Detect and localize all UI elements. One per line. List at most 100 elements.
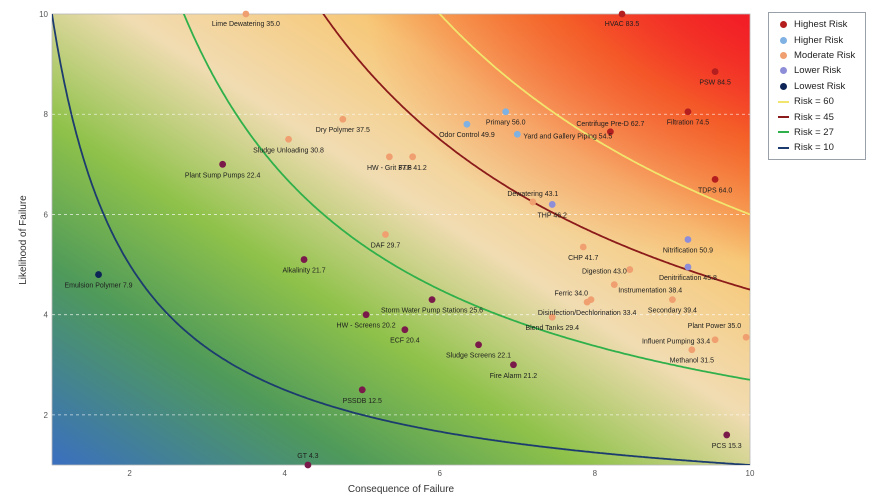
data-point [711, 68, 719, 76]
data-label: TDPS 64.0 [698, 187, 732, 194]
data-point [684, 108, 692, 116]
data-label: FTF 41.2 [398, 165, 427, 172]
data-point [688, 346, 696, 354]
data-point [382, 231, 389, 238]
data-label: Lime Dewatering 35.0 [212, 21, 280, 28]
legend-item: Risk = 10 [777, 140, 865, 155]
data-point [618, 10, 626, 18]
data-point [684, 236, 692, 243]
data-point [339, 115, 347, 123]
data-point [583, 298, 591, 306]
y-axis-label: Likelihood of Failure [18, 195, 29, 285]
data-label: Denitrification 45.8 [659, 275, 717, 282]
legend-label: Risk = 60 [794, 96, 834, 108]
x-axis-label: Consequence of Failure [348, 484, 455, 495]
data-point [723, 431, 731, 439]
data-label: THP 46.2 [538, 212, 568, 219]
data-label: Ferric 34.0 [555, 291, 589, 298]
data-label: PCS 15.3 [712, 443, 742, 450]
legend-dot-icon [777, 36, 789, 45]
data-point [475, 341, 482, 349]
data-point [242, 10, 250, 18]
legend-item: Moderate Risk [777, 48, 865, 63]
plot-border [51, 13, 751, 466]
y-tick-label: 6 [44, 210, 49, 219]
legend-line-icon [777, 128, 789, 137]
data-point [510, 361, 517, 369]
data-label: Plant Sump Pumps 22.4 [185, 172, 261, 179]
data-label: HW - Screens 20.2 [337, 323, 396, 330]
data-point [385, 153, 393, 161]
x-tick-label: 4 [282, 469, 287, 478]
data-point [548, 201, 556, 208]
data-point [529, 198, 537, 206]
data-label: Storm Water Pump Stations 25.6 [381, 308, 483, 315]
data-label: Secondary 39.4 [648, 308, 697, 315]
x-tick-label: 2 [127, 469, 132, 478]
risk-curve [438, 14, 750, 216]
x-tick-label: 6 [438, 469, 443, 478]
data-label: Instrumentation 38.4 [618, 288, 682, 295]
risk-curve [322, 14, 750, 291]
data-label: Emulsion Polymer 7.9 [64, 283, 132, 290]
data-point [610, 281, 618, 288]
y-tick-label: 4 [44, 311, 49, 320]
data-label: Dry Polymer 37.5 [316, 127, 370, 134]
data-labels: HVAC 83.5 PSW 84.5 Filtration 74.5 TDPS 64.… [64, 21, 741, 460]
data-label: HW - Grit 37.8 [367, 165, 412, 172]
data-point [742, 333, 750, 341]
data-point [607, 128, 614, 136]
heatmap-background [51, 13, 751, 466]
legend-label: Risk = 45 [794, 111, 834, 123]
legend-label: Higher Risk [794, 34, 844, 46]
data-point [219, 160, 227, 168]
data-point [362, 311, 370, 319]
data-point [684, 263, 692, 271]
legend-dot-icon [777, 66, 789, 75]
data-label: Fire Alarm 21.2 [490, 373, 538, 380]
data-point [463, 120, 471, 128]
legend-label: Lowest Risk [794, 80, 846, 92]
data-point [626, 266, 634, 273]
legend-item: Highest Risk [777, 17, 865, 32]
y-tick-label: 2 [44, 411, 49, 420]
legend-item: Lower Risk [777, 63, 865, 78]
data-label: PSW 84.5 [699, 80, 731, 87]
data-label: ECF 20.4 [390, 338, 420, 345]
axes: Consequence of Failure Likelihood of Fai… [18, 10, 755, 495]
legend-item: Lowest Risk [777, 79, 865, 94]
data-point [711, 175, 719, 183]
data-point [358, 386, 366, 394]
data-label: Nitrification 50.9 [663, 248, 713, 255]
data-label: DAF 29.7 [371, 242, 401, 249]
legend-label: Lower Risk [794, 65, 841, 77]
legend-item: Risk = 27 [777, 125, 865, 140]
legend-item: Higher Risk [777, 32, 865, 47]
data-point [95, 271, 102, 278]
data-label: GT 4.3 [297, 453, 318, 460]
data-label: Influent Pumping 33.4 [642, 339, 710, 346]
legend-label: Moderate Risk [794, 49, 856, 61]
legend-label: Risk = 27 [794, 126, 834, 138]
risk-curve [182, 14, 750, 381]
legend: Highest Risk Higher Risk Moderate Risk Lowe… [768, 12, 866, 160]
legend-line-icon [777, 97, 789, 106]
data-label: Blend Tanks 29.4 [525, 325, 579, 332]
legend-label: Risk = 10 [794, 142, 834, 154]
data-label: Primary 56.0 [486, 120, 526, 127]
data-label: Odor Control 49.9 [439, 132, 495, 139]
data-point [304, 461, 312, 469]
x-tick-label: 8 [593, 469, 598, 478]
data-label: Plant Power 35.0 [688, 323, 741, 330]
data-point [548, 313, 556, 321]
plot-area-hotspot [52, 14, 750, 465]
legend-item: Risk = 60 [777, 94, 865, 109]
data-point [428, 296, 436, 304]
legend-label: Highest Risk [794, 19, 848, 31]
data-point [513, 130, 521, 138]
x-tick-label: 10 [746, 469, 755, 478]
data-label: HVAC 83.5 [605, 21, 640, 28]
data-label: Yard and Gallery Piping 54.5 [523, 133, 612, 140]
data-point [300, 256, 308, 263]
